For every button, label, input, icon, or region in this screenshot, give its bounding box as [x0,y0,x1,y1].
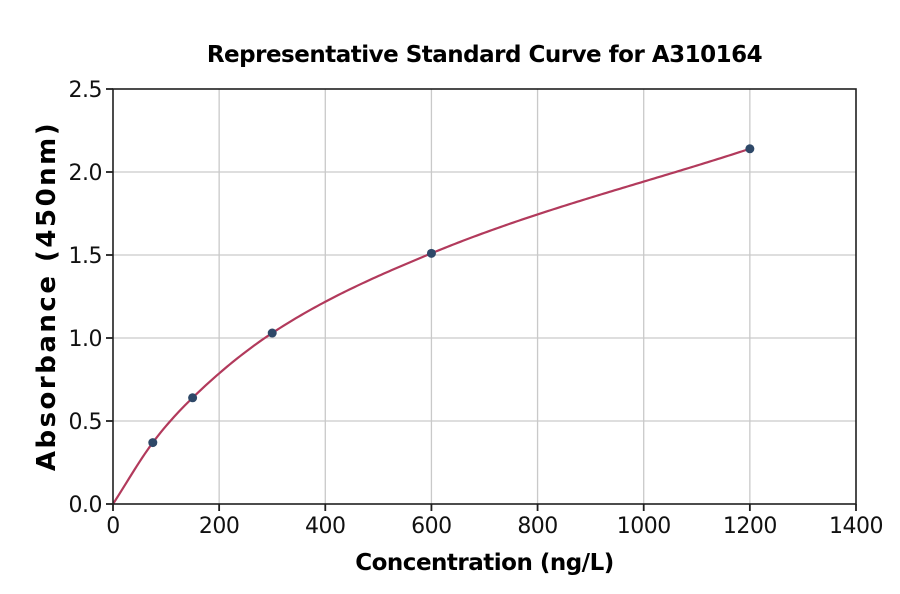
x-axis-label: Concentration (ng/L) [355,550,614,576]
y-tick-label: 2.5 [69,78,103,103]
y-axis-label: Absorbance (450nm) [32,120,62,472]
y-tick-label: 0.0 [69,493,103,518]
x-tick-label: 1400 [829,514,883,539]
x-tick-label: 400 [305,514,346,539]
y-tick-label: 0.5 [69,410,103,435]
data-point [148,438,158,448]
chart-title: Representative Standard Curve for A31016… [206,42,763,68]
x-tick-label: 0 [106,514,120,539]
x-tick-label: 200 [199,514,240,539]
data-point [426,248,436,258]
y-tick-label: 1.5 [69,244,103,269]
x-tick-label: 600 [411,514,452,539]
plot-border [112,88,857,505]
y-tick-label: 2.0 [69,161,103,186]
y-tick-label: 1.0 [69,327,103,352]
x-tick-label: 800 [517,514,558,539]
data-point [267,328,277,338]
x-tick-label: 1200 [723,514,777,539]
data-point [745,144,755,154]
x-tick-label: 1000 [617,514,671,539]
data-point [188,393,198,403]
